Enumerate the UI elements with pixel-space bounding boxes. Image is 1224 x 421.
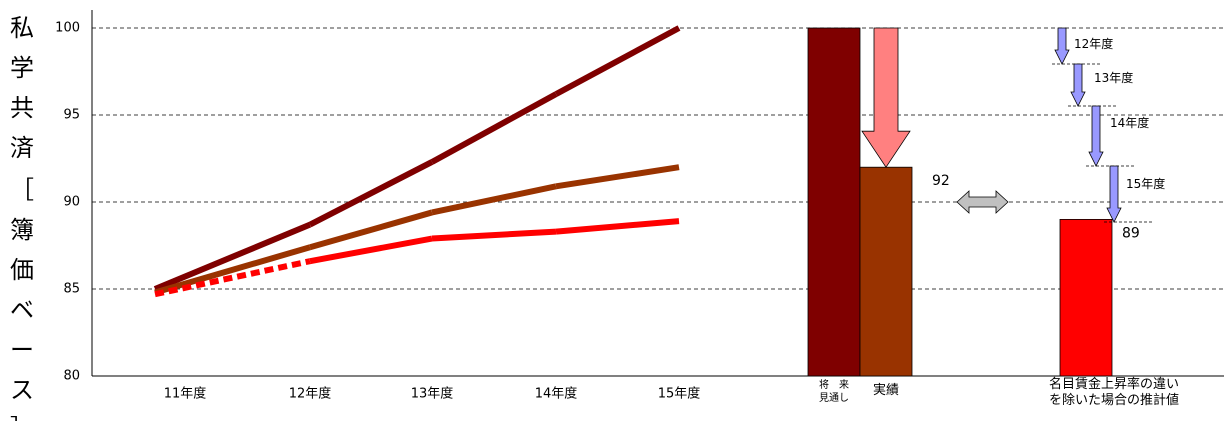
series-lines <box>153 25 681 298</box>
step-arrow <box>1054 27 1070 65</box>
gridlines <box>92 27 1224 290</box>
series-2-segment <box>154 244 311 296</box>
axes <box>91 10 1224 377</box>
y-title-char: 学 <box>10 54 34 82</box>
step-arrow <box>1088 105 1104 167</box>
y-title-char: ス <box>10 376 34 404</box>
bar-category-label: 将 来見通し <box>819 379 849 404</box>
step-label: 12年度 <box>1074 36 1113 51</box>
series-3-segment <box>555 218 680 235</box>
y-title-char: ［ <box>10 176 34 204</box>
y-tick-label: 100 <box>55 21 80 36</box>
series-3-segment <box>309 235 433 265</box>
bar <box>1059 218 1113 377</box>
series-2-segment <box>555 164 680 190</box>
y-title-char: 価 <box>10 256 34 284</box>
y-tick-label: 85 <box>63 282 80 297</box>
y-title-char: ー <box>10 336 34 364</box>
series-1-segment <box>153 221 312 292</box>
x-tick-label: 15年度 <box>658 386 701 402</box>
series-2-segment <box>309 209 433 251</box>
series-1-segment <box>308 159 434 228</box>
bar <box>859 166 913 377</box>
y-title-char: 共 <box>10 94 34 122</box>
bar-category-label: 名目賃金上昇率の違いを除いた場合の推計値 <box>1049 376 1179 408</box>
series-3-segment <box>431 228 557 242</box>
x-tick-labels: 11年度 12年度 13年度 14年度 15年度 <box>164 386 701 402</box>
bar-value-label: 92 <box>932 173 950 189</box>
arrows <box>861 27 1154 223</box>
y-tick-label: 95 <box>63 108 80 123</box>
y-tick-labels: 80 85 90 95 100 <box>55 21 80 384</box>
series-2-segment <box>431 183 557 216</box>
step-label: 13年度 <box>1094 70 1133 85</box>
step-arrow <box>1070 63 1086 107</box>
step-label: 15年度 <box>1126 176 1165 191</box>
compare-arrow <box>956 190 1009 214</box>
x-tick-label: 13年度 <box>411 386 454 402</box>
step-label: 14年度 <box>1110 115 1149 130</box>
bar-value-label: 89 <box>1122 225 1140 241</box>
y-title-char: 済 <box>10 134 34 162</box>
y-title-char: ］ <box>10 414 34 421</box>
bars <box>807 27 1113 377</box>
bar-labels: 92 89 将 来見通し 実績 名目賃金上昇率の違いを除いた場合の推計値 12年度 13年度… <box>819 36 1179 408</box>
y-title-char: ベ <box>10 296 34 324</box>
step-arrow <box>1106 165 1122 223</box>
series-1-segment <box>554 25 681 97</box>
x-tick-label: 11年度 <box>164 386 207 402</box>
x-tick-label: 12年度 <box>289 386 332 402</box>
y-tick-label: 90 <box>63 195 80 210</box>
x-tick-label: 14年度 <box>535 386 578 402</box>
drop-arrow <box>861 27 911 168</box>
y-tick-label: 80 <box>63 369 80 384</box>
series-1-segment <box>430 91 558 165</box>
y-title-char: 簿 <box>10 216 34 244</box>
bar-category-label: 実績 <box>873 382 899 398</box>
y-title-char: 私 <box>10 14 34 42</box>
series-3-segment <box>154 258 311 298</box>
bar <box>807 27 861 377</box>
